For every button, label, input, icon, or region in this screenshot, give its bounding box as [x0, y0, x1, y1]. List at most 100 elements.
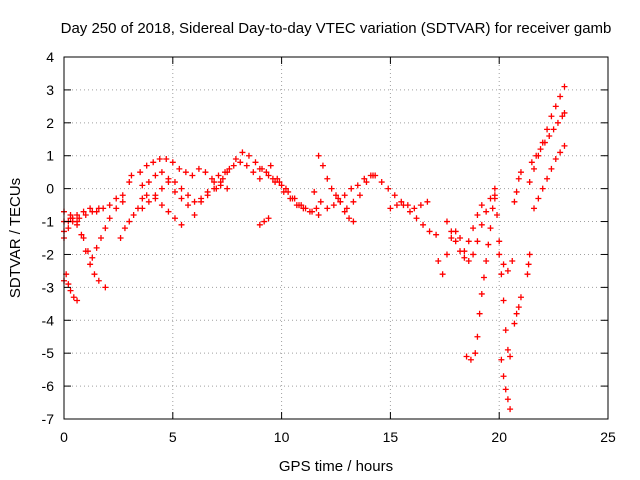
data-point [500, 297, 507, 304]
data-point [126, 218, 133, 225]
data-point [91, 271, 98, 278]
series-track-r [335, 172, 374, 202]
data-point [348, 185, 355, 192]
data-point [106, 202, 113, 209]
data-point [178, 221, 185, 228]
data-point [245, 152, 252, 159]
data-point [528, 159, 535, 166]
data-point [191, 211, 198, 218]
x-tick-label: 5 [169, 429, 177, 445]
data-point [346, 215, 353, 222]
data-point [328, 185, 335, 192]
series-track-f [117, 192, 150, 241]
data-point [350, 198, 357, 205]
data-point [67, 211, 74, 218]
data-point [478, 221, 485, 228]
data-point [171, 179, 178, 186]
data-point [452, 238, 459, 245]
data-point [169, 159, 176, 166]
data-point [504, 396, 511, 403]
y-tick-label: -7 [42, 411, 55, 427]
data-point [282, 185, 289, 192]
data-point [457, 248, 464, 255]
data-point [517, 294, 524, 301]
data-point [341, 192, 348, 199]
data-point [504, 267, 511, 274]
data-point [552, 103, 559, 110]
data-point [82, 248, 89, 255]
data-point [163, 156, 170, 163]
data-point [335, 195, 342, 202]
data-point [491, 185, 498, 192]
y-tick-label: -1 [42, 214, 55, 230]
data-point [531, 205, 538, 212]
data-point [424, 198, 431, 205]
data-point [319, 162, 326, 169]
data-point [356, 192, 363, 199]
data-point [202, 169, 209, 176]
data-point [97, 235, 104, 241]
data-point [541, 139, 548, 146]
data-point [182, 169, 189, 176]
data-point [498, 271, 505, 278]
data-point [337, 198, 344, 205]
data-point [198, 198, 205, 205]
data-point [544, 126, 551, 133]
data-point [478, 202, 485, 209]
data-point [265, 215, 272, 222]
data-point [87, 261, 94, 268]
data-point [243, 162, 250, 169]
data-point [265, 172, 272, 179]
data-point [261, 218, 268, 225]
data-point [306, 208, 313, 215]
data-point [507, 353, 514, 360]
data-point [313, 205, 320, 212]
data-point [500, 261, 507, 268]
data-point [426, 228, 433, 235]
data-point [213, 185, 220, 192]
data-point [137, 169, 144, 176]
data-point [152, 195, 159, 202]
data-point [117, 235, 124, 241]
data-point [189, 172, 196, 179]
data-point [324, 205, 331, 212]
data-point [550, 126, 557, 133]
data-point [215, 172, 222, 179]
data-point [504, 346, 511, 353]
data-point [494, 211, 501, 218]
series-track-g [137, 156, 229, 182]
data-point [113, 195, 120, 202]
data-point [208, 175, 215, 182]
y-tick-label: -3 [42, 279, 55, 295]
data-point [256, 165, 263, 172]
data-point [552, 156, 559, 163]
data-point [513, 188, 520, 195]
y-tick-label: -5 [42, 345, 55, 361]
y-tick-label: -6 [42, 378, 55, 394]
data-point [557, 93, 564, 100]
x-tick-label: 20 [491, 429, 507, 445]
data-point [511, 198, 518, 205]
series-track-z [496, 251, 516, 274]
data-point [158, 169, 165, 176]
series-track-w [463, 192, 498, 363]
data-point [78, 231, 85, 238]
data-point [480, 274, 487, 281]
ticks-layer: 0 5 10 15 20 25 -7 -6 -5 -4 -3 -2 -1 0 1 2 3 4 [42, 49, 616, 445]
series-track-h [139, 179, 231, 212]
data-point [433, 231, 440, 238]
data-point [204, 188, 211, 195]
y-tick-label: -4 [42, 312, 55, 328]
data-point [219, 175, 226, 182]
series-track-ad [526, 83, 568, 186]
data-point [315, 211, 322, 218]
data-point [80, 208, 87, 215]
data-point [65, 281, 72, 288]
data-point [470, 251, 477, 258]
data-point [128, 172, 135, 179]
data-point [130, 211, 137, 218]
data-point [341, 208, 348, 215]
data-point [102, 284, 109, 291]
data-point [185, 202, 192, 209]
